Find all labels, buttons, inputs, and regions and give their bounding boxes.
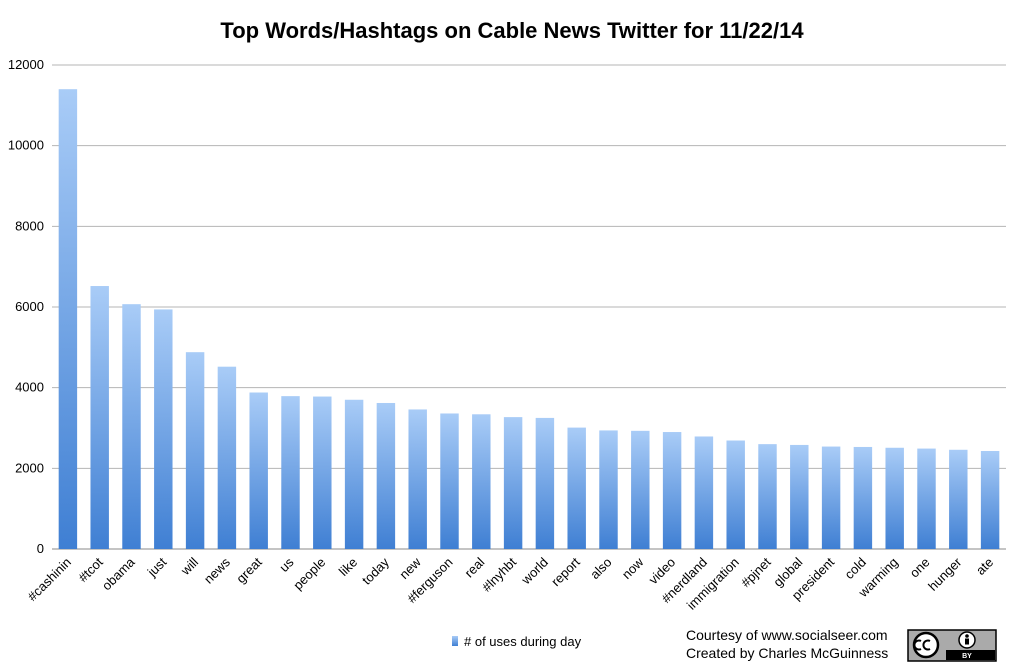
x-tick-label: #pjnet [738,554,774,590]
x-tick-label: news [201,554,233,586]
bar [758,444,777,549]
credit-line-2: Created by Charles McGuinness [686,645,888,661]
x-tick-label: #cashinin [25,555,74,604]
x-tick-label: real [461,554,487,580]
bar [821,446,841,549]
chart-title: Top Words/Hashtags on Cable News Twitter… [220,18,804,43]
bar [917,448,936,549]
x-tick-label: also [587,555,614,582]
bar [440,413,459,549]
bar [726,440,745,549]
bars [58,89,1000,549]
cc-by-text: BY [962,653,972,660]
x-tick-label: cold [842,555,869,582]
bar [853,446,873,549]
bar [122,304,141,549]
bar [949,449,968,549]
x-tick-label: world [518,555,551,588]
bar [567,427,586,549]
bar [790,444,809,549]
bar [217,366,237,549]
legend-swatch [452,636,458,646]
bar [885,447,904,549]
x-tick-label: like [336,555,360,579]
x-tick-label: #lnyhbt [479,554,520,595]
x-tick-label: hunger [925,554,965,594]
x-tick-label: us [276,554,297,575]
y-tick-label: 10000 [8,138,44,153]
bar [90,286,109,549]
credit-line-1: Courtesy of www.socialseer.com [686,627,888,643]
y-tick-label: 0 [37,541,44,556]
x-tick-label: people [290,555,328,593]
x-tick-label: just [144,554,170,580]
bar [503,417,523,549]
y-tick-label: 2000 [15,460,44,475]
bar [185,352,205,549]
bar [599,430,618,549]
x-tick-label: new [396,554,424,582]
bar [662,432,682,549]
y-tick-label: 6000 [15,299,44,314]
x-tick-label: will [177,554,201,578]
y-tick-label: 12000 [8,57,44,72]
bar [281,396,300,549]
y-tick-label: 4000 [15,380,44,395]
bar [313,396,332,549]
bar [472,414,491,549]
legend: # of uses during day [452,634,582,649]
bar [249,392,268,549]
bar [694,436,714,549]
bar [408,409,427,549]
bar [631,430,650,549]
bar [376,402,396,549]
y-axis-ticks: 0 2000 4000 6000 8000 10000 12000 [8,57,44,556]
x-tick-label: great [233,554,265,586]
x-tick-label: today [359,554,392,587]
y-tick-label: 8000 [15,218,44,233]
bar [154,309,173,549]
gridlines [52,64,1006,550]
cc-by-icon: BY [907,629,997,662]
bar [535,417,555,549]
x-tick-label: report [548,554,583,589]
bar [344,399,364,549]
x-tick-label: one [907,555,933,581]
x-tick-label: now [619,554,647,582]
x-tick-label: obama [99,554,138,593]
bar [980,450,1000,549]
legend-label: # of uses during day [464,634,582,649]
x-tick-label: ate [973,555,996,578]
bar [58,89,78,549]
